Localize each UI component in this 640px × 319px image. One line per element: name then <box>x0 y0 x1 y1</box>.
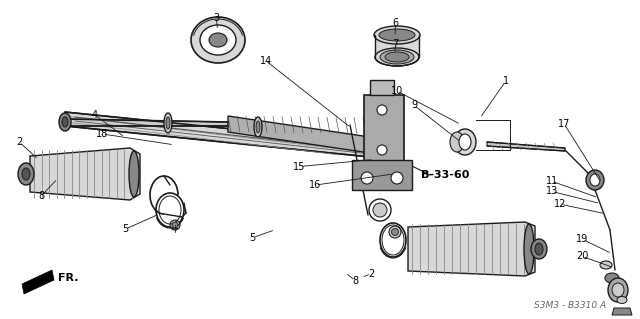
Ellipse shape <box>600 261 612 269</box>
Polygon shape <box>352 160 412 190</box>
Text: 11: 11 <box>545 176 558 186</box>
Ellipse shape <box>373 203 387 217</box>
Ellipse shape <box>385 52 409 62</box>
Ellipse shape <box>254 117 262 137</box>
Polygon shape <box>487 142 565 151</box>
Text: 8: 8 <box>352 276 358 286</box>
Ellipse shape <box>59 113 71 131</box>
Ellipse shape <box>164 113 172 133</box>
Text: 7: 7 <box>392 39 399 49</box>
Ellipse shape <box>166 117 170 129</box>
Ellipse shape <box>586 170 604 190</box>
Polygon shape <box>22 270 54 294</box>
Ellipse shape <box>392 228 399 235</box>
Text: 5: 5 <box>250 233 256 243</box>
Text: 3: 3 <box>213 12 220 23</box>
Ellipse shape <box>22 168 30 180</box>
Ellipse shape <box>129 151 139 197</box>
Text: 19: 19 <box>576 234 589 244</box>
Ellipse shape <box>156 193 184 227</box>
Polygon shape <box>408 222 535 276</box>
Text: 18: 18 <box>96 129 109 139</box>
Polygon shape <box>65 119 228 126</box>
Polygon shape <box>612 308 632 315</box>
Ellipse shape <box>191 17 245 63</box>
Ellipse shape <box>450 132 464 152</box>
Text: 9: 9 <box>411 100 417 110</box>
Ellipse shape <box>374 26 420 44</box>
Text: 20: 20 <box>576 251 589 262</box>
Text: 12: 12 <box>554 199 566 209</box>
Polygon shape <box>364 95 404 190</box>
Text: 2: 2 <box>16 137 22 147</box>
Ellipse shape <box>256 121 260 133</box>
Ellipse shape <box>459 134 471 150</box>
Text: 13: 13 <box>545 186 558 197</box>
Text: 17: 17 <box>558 119 571 130</box>
Text: 10: 10 <box>390 86 403 96</box>
Text: 5: 5 <box>122 224 129 234</box>
Polygon shape <box>30 148 140 200</box>
Ellipse shape <box>590 174 600 186</box>
Text: 1: 1 <box>502 76 509 86</box>
Ellipse shape <box>531 239 547 259</box>
Ellipse shape <box>200 25 236 55</box>
Text: 4: 4 <box>92 110 98 120</box>
Text: FR.: FR. <box>58 273 79 283</box>
Ellipse shape <box>379 29 415 41</box>
Text: S3M3 - B3310 A: S3M3 - B3310 A <box>534 300 606 309</box>
Ellipse shape <box>369 199 391 221</box>
Polygon shape <box>375 35 419 57</box>
Ellipse shape <box>377 105 387 115</box>
Ellipse shape <box>524 224 534 274</box>
Ellipse shape <box>612 283 624 297</box>
Text: B-33-60: B-33-60 <box>421 170 469 180</box>
Ellipse shape <box>380 223 406 257</box>
Ellipse shape <box>170 220 180 230</box>
Polygon shape <box>370 80 394 95</box>
Ellipse shape <box>454 129 476 155</box>
Ellipse shape <box>377 145 387 155</box>
Ellipse shape <box>617 296 627 303</box>
Ellipse shape <box>18 163 34 185</box>
Ellipse shape <box>172 222 178 228</box>
Ellipse shape <box>535 243 543 255</box>
Ellipse shape <box>209 33 227 47</box>
Ellipse shape <box>605 273 619 283</box>
Ellipse shape <box>391 172 403 184</box>
Ellipse shape <box>608 278 628 302</box>
Text: 6: 6 <box>392 18 399 28</box>
Text: 8: 8 <box>38 190 45 201</box>
Ellipse shape <box>389 226 401 238</box>
Text: 14: 14 <box>259 56 272 66</box>
Polygon shape <box>228 116 390 156</box>
Text: 16: 16 <box>309 180 322 190</box>
Ellipse shape <box>62 117 68 127</box>
Polygon shape <box>65 112 390 159</box>
Ellipse shape <box>361 172 373 184</box>
Text: 15: 15 <box>293 161 306 172</box>
Ellipse shape <box>380 50 414 64</box>
Text: 2: 2 <box>368 269 374 279</box>
Ellipse shape <box>375 48 419 66</box>
